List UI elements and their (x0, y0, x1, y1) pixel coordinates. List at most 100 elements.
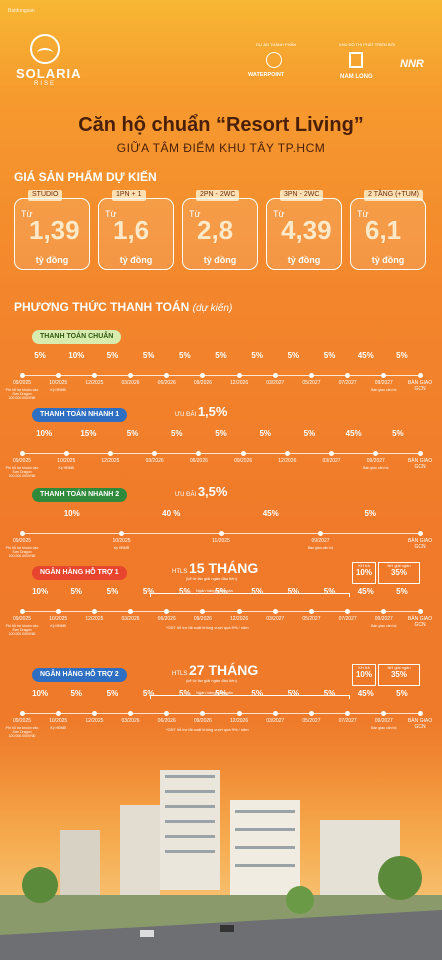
timeline-date: 12/2026 (230, 718, 249, 724)
partner-2-logo: NNR (400, 58, 424, 70)
card-prefix: Từ (105, 209, 117, 219)
timeline-note: Phí hỗ trợ khuôn vào Sơn Dragon 100.000.… (5, 546, 39, 558)
timeline-dot (19, 373, 25, 378)
box1-label: KH trả (358, 563, 370, 568)
timeline-percent: 10% (32, 587, 49, 596)
timeline-percent: 5% (179, 351, 191, 360)
timeline-date: BÀN GIAO GCN (407, 458, 433, 470)
timeline-percent: 5% (396, 689, 408, 698)
waterpoint-icon (266, 52, 282, 68)
timeline-note: Ký HĐMB (58, 466, 74, 470)
timeline-dot (417, 531, 423, 536)
card-value: 1,6 (113, 215, 150, 245)
payment-heading-text: PHƯƠNG THỨC THANH TOÁN (14, 300, 190, 314)
timeline-date: 09/2027 (374, 380, 393, 386)
timeline-date: 03/2026 (121, 380, 140, 386)
timeline-note: Ký HĐMB (50, 388, 66, 392)
timeline-dot (318, 531, 323, 536)
discount-value: 1,5% (197, 404, 228, 419)
page-title: Căn hộ chuẩn “Resort Living” (78, 114, 364, 136)
box1-value: 10% (355, 568, 372, 577)
plan-label: THANH TOÁN CHUẨN (32, 330, 122, 344)
timeline-dot (236, 609, 242, 614)
card-prefix: Từ (189, 209, 201, 219)
timeline-dot (381, 711, 387, 716)
disbursement-label: Ngân hàng giải ngân (196, 690, 233, 695)
timeline-dot (381, 609, 387, 614)
timeline-note: Bàn giao căn hộ (371, 388, 397, 392)
card-unit: tỷ đồng (287, 255, 321, 265)
timeline-dot (218, 531, 224, 536)
timeline-dot (345, 373, 351, 378)
timeline-percent: 5% (287, 587, 300, 596)
price-card: Từ 2,8 tỷ đồng (182, 198, 258, 270)
timeline-dot (272, 373, 278, 378)
timeline-percent: 5% (392, 429, 404, 438)
timeline-percent: 5% (70, 587, 83, 596)
timeline-percent: 5% (364, 509, 377, 518)
timeline-date: 09/2025 (12, 718, 32, 724)
timeline-date: 06/2026 (157, 718, 176, 724)
timeline-note: Bàn giao căn hộ (363, 466, 389, 470)
timeline-date: BÀN GIAO GCN (407, 616, 433, 628)
timeline-dot (417, 609, 423, 614)
timeline-percent: 10% (68, 351, 85, 360)
timeline-date: 12/2026 (230, 380, 249, 386)
card-prefix: Từ (273, 209, 285, 219)
htls-value: 27 THÁNG (189, 662, 259, 678)
timeline-percent: 40 % (162, 509, 181, 518)
timeline-date: 09/2027 (311, 538, 330, 544)
timeline-percent: 5% (70, 689, 83, 698)
timeline-note: Bàn giao căn hộ (371, 624, 397, 628)
timeline-dot (91, 711, 97, 716)
timeline-percent: 5% (142, 351, 155, 360)
timeline-dot (381, 373, 387, 378)
timeline-dot (417, 711, 423, 716)
timeline-date: BÀN GIAO GCN (407, 380, 433, 392)
timeline-date: 12/2025 (85, 380, 104, 386)
timeline-date: 07/2027 (338, 718, 357, 724)
timeline-dot (91, 373, 97, 378)
timeline-dot (200, 711, 206, 716)
timeline-dot (417, 373, 423, 378)
timeline-dot (128, 373, 134, 378)
box2-label: NH giải ngân (387, 665, 411, 670)
timeline-percent: 5% (215, 351, 227, 360)
plan-htls: HTLS 27 THÁNG (172, 662, 258, 678)
timeline-date: 09/2026 (193, 718, 212, 724)
timeline-percent: 45% (357, 689, 374, 698)
timeline-dot (373, 451, 379, 456)
timeline-dot (200, 373, 206, 378)
price-card: Từ 1,6 tỷ đồng (98, 198, 174, 270)
timeline-percent: 10% (36, 429, 53, 438)
partner-1: NAM LONG (340, 74, 373, 80)
bank-disburse-box: NH giải ngân 35% (378, 664, 420, 686)
disbursement-bracket (150, 695, 350, 699)
timeline-date: 12/2026 (230, 616, 249, 622)
timeline-dot (164, 609, 170, 614)
card-value: 1,39 (29, 215, 80, 245)
partner-label: KHU ĐÔ THỊ PHÁT TRIỂN BỞI (339, 42, 396, 47)
watermark: Batdongsan (8, 8, 35, 14)
box2-value: 35% (390, 568, 407, 577)
box1-value: 10% (355, 670, 372, 679)
bank-disburse-box: NH giải ngân 35% (378, 562, 420, 584)
card-prefix: Từ (357, 209, 369, 219)
box1-label: KH trả (358, 665, 370, 670)
timeline-date: 03/2026 (121, 616, 140, 622)
brand-name: SOLARIA (16, 66, 82, 81)
price-card: Từ 6,1 tỷ đồng (350, 198, 426, 270)
card-value: 2,8 (197, 215, 234, 245)
plan-label: NGÂN HÀNG HỖ TRỢ 2 (32, 668, 127, 682)
timeline-dot (55, 373, 61, 378)
timeline-dot (119, 531, 124, 536)
timeline-dot (164, 373, 170, 378)
card-unit: tỷ đồng (371, 255, 405, 265)
timeline-dot (308, 711, 314, 716)
plan-label: THANH TOÁN NHANH 1 (32, 408, 128, 422)
card-unit: tỷ đồng (35, 255, 69, 265)
card-type-tag: 1PN + 1 (112, 190, 146, 201)
timeline-percent: 5% (106, 587, 119, 596)
timeline-date: 09/2025 (12, 380, 32, 386)
timeline-date: 10/2025 (112, 538, 131, 544)
